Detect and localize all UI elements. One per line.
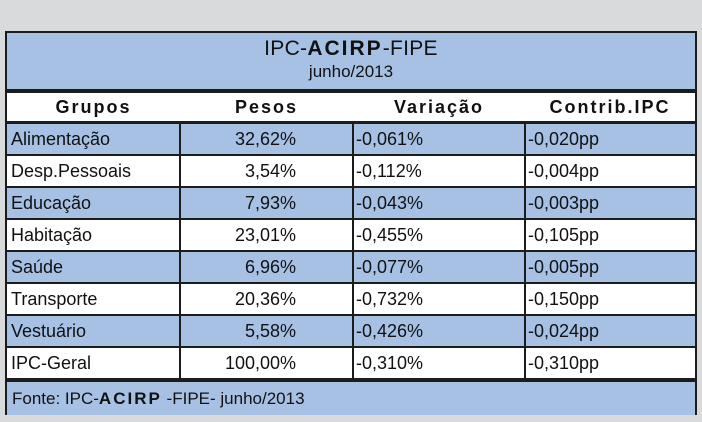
cell-peso: 32,62% [180, 122, 354, 156]
ipc-table-frame: IPC-ACIRP-FIPE junho/2013 Grupos Pesos V… [5, 31, 697, 415]
header-contrib: Contrib.IPC [525, 93, 695, 124]
cell-variacao: -0,455% [353, 219, 526, 252]
table-row: Transporte 20,36% -0,732% -0,150pp [7, 283, 695, 316]
cell-variacao: -0,310% [353, 347, 526, 380]
table-row: IPC-Geral 100,00% -0,310% -0,310pp [7, 347, 695, 380]
header-row: Grupos Pesos Variação Contrib.IPC [7, 93, 695, 124]
cell-peso: 23,01% [180, 219, 354, 252]
ipc-table: Grupos Pesos Variação Contrib.IPC Alimen… [7, 93, 695, 380]
cell-variacao: -0,043% [353, 187, 526, 220]
title-suffix: -FIPE [382, 37, 438, 60]
cell-variacao: -0,061% [353, 122, 526, 156]
table-row: Alimentação 32,62% -0,061% -0,020pp [7, 122, 695, 156]
cell-grupo: IPC-Geral [7, 347, 181, 380]
cell-variacao: -0,077% [353, 251, 526, 284]
cell-contrib: -0,003pp [525, 187, 695, 220]
cell-contrib: -0,005pp [525, 251, 695, 284]
table-subtitle: junho/2013 [308, 62, 394, 81]
table-title-block: IPC-ACIRP-FIPE junho/2013 [7, 33, 695, 93]
cell-variacao: -0,426% [353, 315, 526, 348]
cell-grupo: Transporte [7, 283, 181, 316]
table-row: Habitação 23,01% -0,455% -0,105pp [7, 219, 695, 252]
table-title: IPC-ACIRP-FIPE [7, 33, 695, 61]
source-prefix: Fonte: IPC- [12, 389, 99, 408]
cell-peso: 3,54% [180, 155, 354, 188]
cell-grupo: Alimentação [7, 122, 181, 156]
cell-contrib: -0,105pp [525, 219, 695, 252]
cell-variacao: -0,112% [353, 155, 526, 188]
title-prefix: IPC- [264, 37, 308, 60]
source-suffix: -FIPE- junho/2013 [161, 389, 305, 408]
title-bold: ACIRP [307, 37, 383, 60]
header-grupos: Grupos [7, 93, 180, 124]
cell-contrib: -0,150pp [525, 283, 695, 316]
source-bold: ACIRP [98, 389, 162, 408]
table-row: Vestuário 5,58% -0,426% -0,024pp [7, 315, 695, 348]
table-row: Saúde 6,96% -0,077% -0,005pp [7, 251, 695, 284]
cell-peso: 6,96% [180, 251, 354, 284]
cell-grupo: Saúde [7, 251, 181, 284]
cell-variacao: -0,732% [353, 283, 526, 316]
header-pesos: Pesos [180, 93, 353, 124]
cell-peso: 5,58% [180, 315, 354, 348]
cell-grupo: Vestuário [7, 315, 181, 348]
cell-grupo: Habitação [7, 219, 181, 252]
cell-peso: 20,36% [180, 283, 354, 316]
cell-contrib: -0,020pp [525, 122, 695, 156]
cell-grupo: Desp.Pessoais [7, 155, 181, 188]
cell-contrib: -0,004pp [525, 155, 695, 188]
header-variacao: Variação [353, 93, 525, 124]
cell-contrib: -0,024pp [525, 315, 695, 348]
cell-contrib: -0,310pp [525, 347, 695, 380]
source-note: Fonte: IPC-ACIRP -FIPE- junho/2013 [7, 380, 695, 415]
cell-grupo: Educação [7, 187, 181, 220]
cell-peso: 100,00% [180, 347, 354, 380]
table-row: Desp.Pessoais 3,54% -0,112% -0,004pp [7, 155, 695, 188]
cell-peso: 7,93% [180, 187, 354, 220]
table-row: Educação 7,93% -0,043% -0,003pp [7, 187, 695, 220]
